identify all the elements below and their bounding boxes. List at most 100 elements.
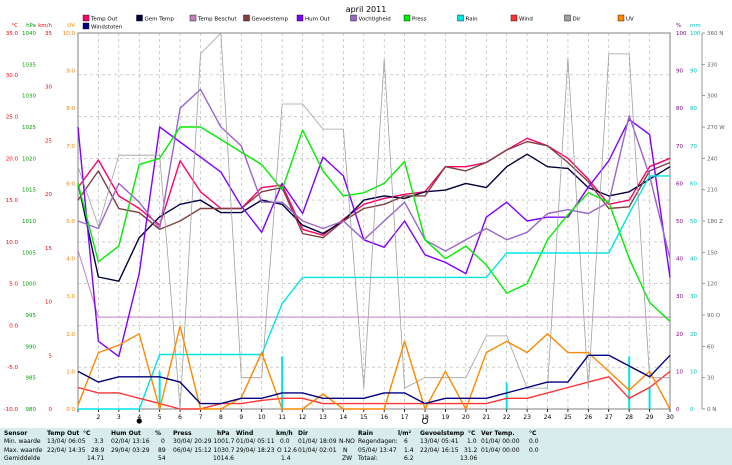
wind-unit: km/h (276, 430, 293, 437)
temp-tick-label: 15.0 (6, 198, 19, 204)
legend-label: Rain (466, 17, 479, 23)
temp-out-avg: 14.71 (87, 455, 105, 463)
legend-swatch (136, 14, 143, 22)
legend-label: Press (412, 17, 427, 23)
wind-tick-label: 20 (45, 192, 52, 198)
hum-out-min-time: 13:16 (132, 438, 150, 446)
x-tick-label: 3 (117, 414, 121, 421)
temp-tick-label: 10.0 (6, 240, 19, 246)
hum-out-column: Hum Out% 02/04/ 13:16 0 29/04/ 03:29 89 54 (111, 430, 167, 464)
dir-min-date: 01/04/ (298, 438, 318, 446)
axes: 2 3 4 5 6 7 8 9 10 11 12 13 14 15 16 17 18 19 20 21 22 23 24 25… (4, 23, 725, 421)
rain-tick-label: 20 (690, 332, 697, 338)
series-vochtigheid-line (77, 88, 671, 259)
dir-avg: ZW (342, 455, 353, 463)
series-press-line (77, 126, 671, 322)
legend: Temp Out Gem Temp Temp Beschut Gevoelstemp H… (82, 14, 634, 31)
series-temp-out-line (77, 137, 671, 236)
wind-min-date: 01/04/ (236, 438, 256, 446)
legend-item: Windstoten (82, 22, 123, 31)
x-tick-label: 13 (319, 414, 327, 421)
hum-out-max-value: 89 (158, 446, 166, 454)
temp-out-header: Temp Out (47, 430, 80, 437)
gevoel-unit: °C (468, 430, 476, 437)
legend-swatch (82, 14, 90, 22)
legend-label: UV (626, 17, 634, 23)
direction-tick-label: 300 (707, 94, 718, 100)
wind-tick-label: 15 (45, 246, 52, 252)
chart-marks (77, 32, 671, 424)
series-hum-out-line (77, 118, 671, 358)
legend-label: Wind (519, 17, 533, 23)
legend-item: Gem Temp (136, 14, 175, 23)
legend-label: Temp Out (90, 17, 118, 23)
series-gevoelstemp-line (77, 140, 671, 239)
pressure-axis-unit: hPa (26, 23, 36, 29)
press-max-date: 06/04/ (173, 446, 193, 454)
temp-out-column: Temp Out °C 13/04/ 06:05 3.3 22/04/ 14:35 2… (47, 430, 109, 464)
press-min-date: 30/04/ (173, 438, 193, 446)
legend-swatch (564, 14, 571, 22)
x-tick-label: 5 (158, 414, 162, 421)
direction-tick-label: 270 W (707, 125, 725, 131)
gevoel-min-value: 1.0 (467, 438, 477, 446)
ver-max-date: 01/04/ (481, 446, 501, 454)
rain-total-value: 6.2 (404, 455, 414, 463)
legend-item: Wind (510, 14, 533, 23)
x-tick-label: 30 (666, 414, 674, 421)
legend-label: Gem Temp (145, 17, 175, 23)
wind-min-value: 0.0 (280, 438, 290, 446)
x-tick-label: 10 (258, 414, 266, 421)
humidity-tick-label: 30 (676, 294, 683, 300)
direction-tick-label: 240 (707, 156, 718, 162)
pressure-tick-label: 980 (26, 407, 37, 413)
wind-tick-label: 0 (49, 407, 53, 413)
rain-tick-label: 40 (690, 257, 697, 263)
gevoel-min-date: 13/04/ (420, 438, 440, 446)
temp-tick-label: 30.0 (6, 73, 19, 79)
legend-label: Temp Beschut (197, 17, 237, 23)
gevoel-header: Gevoelstemp (420, 430, 465, 437)
humidity-tick-label: 70 (676, 144, 683, 150)
legend-swatch (82, 22, 90, 30)
label-max: Max. waarde (4, 446, 43, 454)
press-unit: hPa (217, 430, 230, 437)
wind-min-time: 05:11 (257, 438, 275, 446)
direction-tick-label: 180 Z (707, 219, 723, 225)
hum-out-max-time: 03:29 (132, 446, 150, 454)
uv-tick-label: 7.0 (66, 144, 75, 150)
uv-tick-label: 8.0 (66, 106, 75, 112)
legend-item: Press (403, 14, 427, 23)
pressure-tick-label: 1030 (22, 94, 36, 100)
rain-column: Rain l/m² Regendagen: 6 05/04/ 13:47 1.4 To… (358, 430, 414, 464)
ver-min-date: 01/04/ (481, 438, 501, 446)
legend-label: Windstoten (91, 25, 123, 31)
x-tick-label: 27 (605, 414, 613, 421)
press-max-value: 1030.7 (213, 446, 235, 454)
rain-tick-label: 50 (690, 219, 697, 225)
series-dir-line (77, 32, 670, 410)
series-wind-line (77, 370, 671, 410)
wind-tick-label: 30 (45, 85, 52, 91)
x-tick-label: 18 (421, 414, 429, 421)
temp-tick-label: 35.0 (6, 31, 19, 37)
temp-axis-unit: °C (11, 23, 18, 29)
pressure-tick-label: 985 (26, 376, 37, 382)
temp-tick-label: -5.0 (7, 365, 18, 371)
series-gem-temp-line (77, 153, 671, 282)
humidity-tick-label: 60 (676, 181, 683, 187)
ver-min-time: 00:00 (502, 438, 520, 446)
pressure-tick-label: 1040 (22, 31, 36, 37)
new-moon-icon (422, 417, 429, 424)
pressure-tick-label: 995 (26, 313, 37, 319)
legend-label: Vochtigheid (359, 17, 391, 23)
pressure-tick-label: 990 (26, 344, 37, 350)
wind-avg: 1.4 (281, 455, 291, 463)
wind-header: Wind (236, 430, 254, 437)
legend-swatch (457, 14, 464, 22)
direction-tick-label: 30 (707, 376, 714, 382)
pressure-tick-label: 1035 (22, 62, 36, 68)
pressure-tick-label: 1005 (22, 250, 36, 256)
legend-item: Hum Out (296, 14, 331, 23)
rain-tick-label: 90 (690, 69, 697, 75)
